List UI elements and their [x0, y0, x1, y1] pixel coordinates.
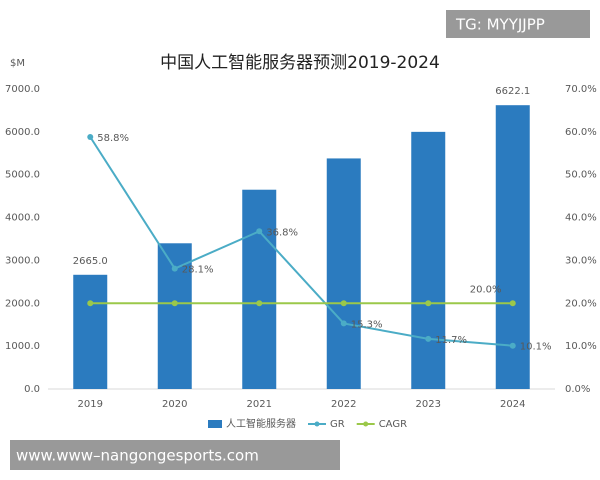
y-tick-label: 6000.0	[5, 127, 40, 138]
watermark: www.www–nangongesports.com	[16, 447, 259, 465]
data-label: 15.3%	[351, 319, 383, 330]
point	[425, 335, 432, 342]
y-tick-label: 3000.0	[5, 255, 40, 266]
y2-tick-label: 10.0%	[565, 341, 597, 352]
y-tick-label: 4000.0	[5, 213, 40, 224]
bar	[411, 131, 446, 389]
y2-tick-label: 40.0%	[565, 213, 597, 224]
point	[340, 320, 347, 327]
data-label: 10.1%	[520, 342, 552, 353]
legend-swatch	[208, 420, 222, 428]
x-tick-label: 2021	[247, 399, 272, 410]
x-tick-label: 2019	[78, 399, 103, 410]
line	[89, 136, 513, 347]
data-label: 28.1%	[182, 265, 214, 276]
point	[509, 342, 516, 349]
y2-tick-label: 70.0%	[565, 84, 597, 95]
watermark-box	[446, 10, 590, 38]
point	[87, 300, 94, 307]
point	[340, 300, 347, 307]
y-tick-label: 2000.0	[5, 298, 40, 309]
legend-label: GR	[330, 419, 345, 430]
y-tick-label: 7000.0	[5, 84, 40, 95]
point	[256, 300, 263, 307]
x-tick-label: 2023	[416, 399, 441, 410]
y2-tick-label: 0.0%	[565, 384, 590, 395]
x-tick-label: 2020	[162, 399, 187, 410]
point	[171, 300, 178, 307]
y-tick-label: 1000.0	[5, 341, 40, 352]
legend-label: CAGR	[379, 419, 407, 430]
y2-tick-label: 30.0%	[565, 255, 597, 266]
data-label: 11.7%	[435, 335, 467, 346]
bar	[242, 189, 277, 389]
x-tick-label: 2022	[331, 399, 356, 410]
legend-label: 人工智能服务器	[226, 417, 296, 430]
legend-swatch	[363, 421, 369, 427]
bar	[326, 158, 361, 389]
data-label: 58.8%	[97, 133, 129, 144]
point	[509, 300, 516, 307]
bar	[73, 274, 108, 389]
y2-tick-label: 20.0%	[565, 298, 597, 309]
point	[171, 265, 178, 272]
watermark-box	[10, 440, 340, 470]
data-label: 2665.0	[73, 256, 108, 267]
y2-tick-label: 60.0%	[565, 127, 597, 138]
y-tick-label: 0.0	[24, 384, 40, 395]
y-tick-label: 5000.0	[5, 170, 40, 181]
x-tick-label: 2024	[500, 399, 525, 410]
data-label: 6622.1	[495, 86, 530, 97]
data-label: 36.8%	[266, 227, 298, 238]
legend-swatch	[314, 421, 320, 427]
y2-tick-label: 50.0%	[565, 170, 597, 181]
watermark: TG: MYYJJPP	[455, 16, 545, 34]
bar	[495, 105, 530, 390]
point	[87, 134, 94, 140]
y-axis-label: $M	[10, 58, 25, 69]
data-label: 20.0%	[470, 284, 502, 295]
chart-title: 中国人工智能服务器预测2019-2024	[160, 53, 440, 73]
point	[425, 300, 432, 307]
point	[256, 228, 263, 235]
